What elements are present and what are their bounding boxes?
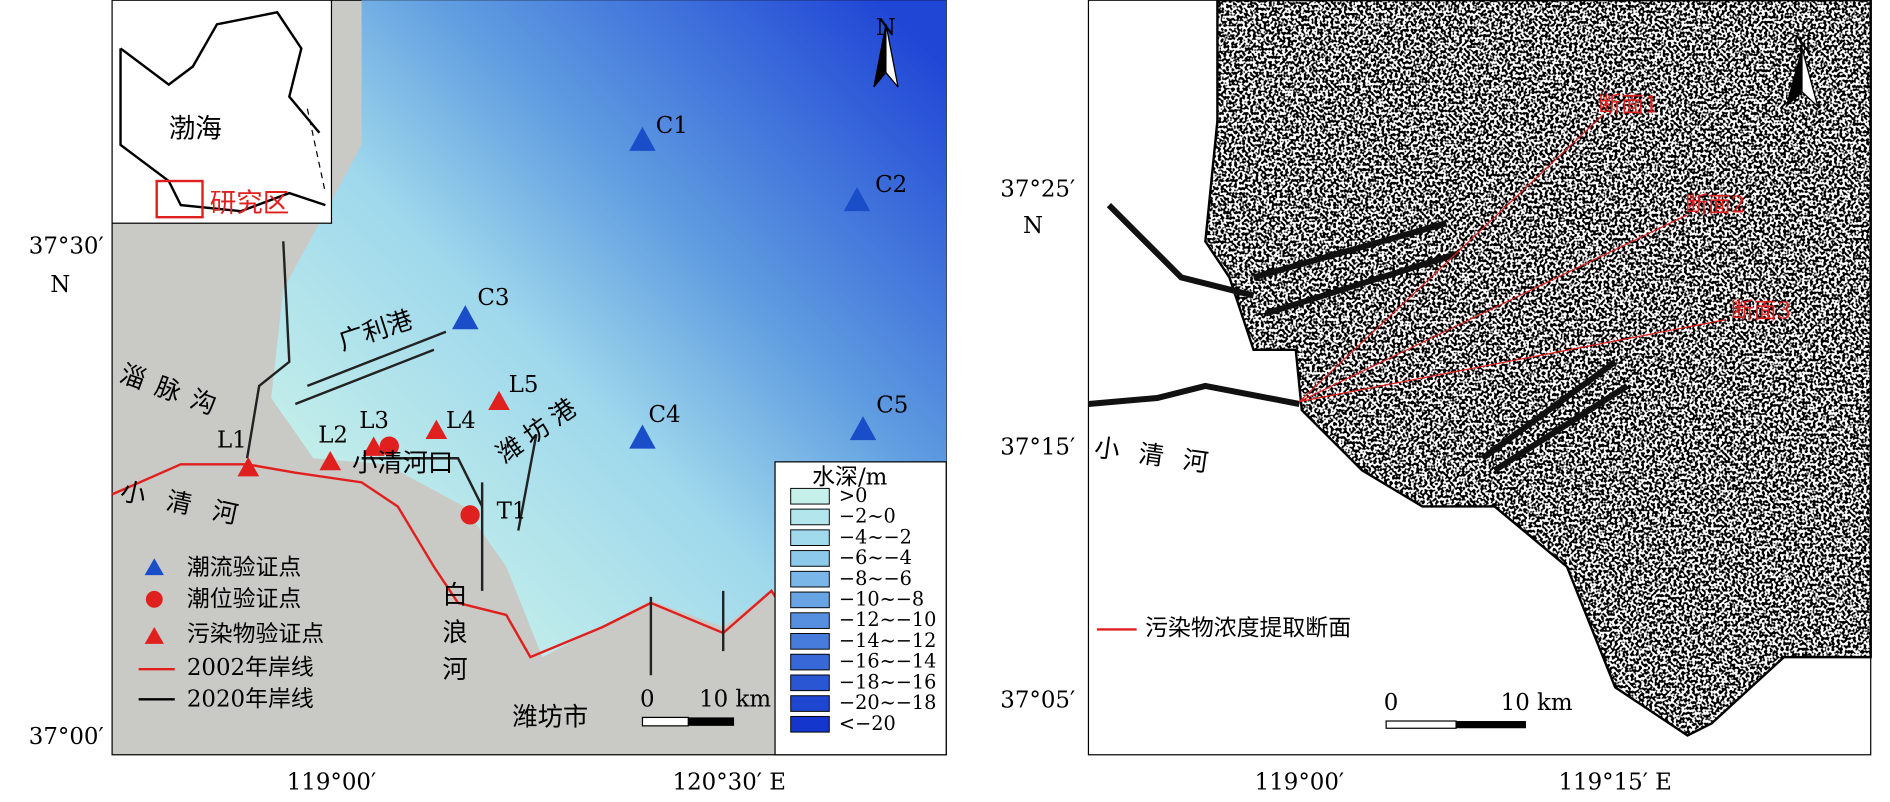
depth-swatch	[790, 674, 830, 692]
tide-marker	[379, 436, 399, 456]
legend-symbol	[145, 590, 163, 608]
legend-label: 2002年岸线	[187, 655, 314, 681]
x-label: 119°00′	[287, 770, 376, 796]
depth-swatch	[790, 591, 830, 609]
station-label: C1	[656, 113, 688, 139]
depth-swatch	[790, 633, 830, 650]
y-label: 37°05′	[1000, 688, 1075, 714]
section-line	[1298, 114, 1604, 403]
station-label: C2	[875, 172, 907, 198]
legend-symbol	[144, 627, 164, 644]
legend-label: 潮位验证点	[187, 586, 301, 612]
scale-label: 0	[1384, 690, 1399, 716]
scale-label: 10 km	[1501, 690, 1573, 716]
station-label: L1	[217, 427, 247, 453]
coastline-2002	[111, 463, 797, 659]
study-box	[155, 179, 204, 219]
legend-label: 潮流验证点	[187, 555, 301, 581]
north-label: N	[1792, 32, 1812, 58]
section-line	[1299, 319, 1727, 403]
inset-study-label: 研究区	[210, 188, 290, 219]
station-label: L2	[318, 423, 348, 449]
depth-class-label: −12~−10	[839, 608, 936, 631]
station-label: C5	[876, 392, 908, 418]
y-label: N	[50, 272, 70, 298]
legend-label: 2020年岸线	[187, 687, 314, 713]
section-label: 断面1	[1598, 92, 1658, 118]
depth-swatch	[790, 653, 830, 671]
scale-bar	[1456, 721, 1526, 729]
station-label: L4	[446, 408, 476, 434]
depth-class-label: −20~−18	[839, 691, 936, 714]
station-label: L3	[359, 408, 389, 434]
depth-class-label: −8~−6	[839, 567, 912, 590]
tide-marker	[460, 505, 480, 525]
y-label: 37°00′	[29, 724, 104, 750]
concentration-field	[1205, 0, 1871, 736]
depth-swatch	[790, 550, 830, 567]
coastline-2020	[245, 241, 725, 676]
section-label: 断面2	[1685, 192, 1745, 218]
depth-legend: 水深/m >0−2~0−4~−2−6~−4−8~−6−10~−8−12~−10−…	[774, 461, 947, 756]
legend-label: 污染物验证点	[187, 621, 324, 647]
scale-bar	[688, 717, 735, 726]
section-line	[1299, 214, 1688, 403]
scale-label: 0	[640, 687, 655, 713]
inset-sea-label: 渤海	[169, 113, 222, 144]
depth-class-label: −18~−16	[839, 670, 936, 693]
north-arrow	[885, 24, 899, 88]
y-label: N	[1023, 213, 1043, 239]
depth-swatch	[790, 715, 830, 733]
x-label: 119°00′	[1255, 770, 1344, 796]
depth-class-label: −6~−4	[839, 546, 912, 569]
station-label: T1	[497, 498, 527, 524]
depth-class-label: <−20	[839, 712, 896, 735]
legend-symbol	[144, 558, 164, 576]
depth-class-label: >0	[839, 484, 867, 507]
place-label: 小清河口	[352, 448, 453, 477]
depth-class-label: −4~−2	[839, 525, 912, 548]
depth-class-label: −2~0	[839, 505, 896, 528]
place-label: 白浪河	[439, 581, 468, 693]
scale-bar	[641, 716, 689, 727]
scale-bar	[1385, 720, 1457, 729]
station-label: C3	[477, 285, 509, 311]
depth-legend-title: 水深/m	[812, 465, 887, 491]
y-label: 37°30′	[29, 233, 104, 259]
depth-class-label: −10~−8	[839, 587, 924, 610]
depth-class-label: −14~−12	[839, 629, 936, 652]
depth-swatch	[790, 529, 830, 547]
section-label: 断面3	[1731, 298, 1791, 324]
depth-swatch	[790, 487, 830, 505]
place-label: 潍坊市	[512, 703, 588, 732]
station-label: L5	[509, 372, 539, 398]
north-label: N	[876, 15, 896, 41]
north-arrow	[1801, 48, 1819, 109]
y-label: 37°15′	[1000, 435, 1075, 461]
inset-coast	[119, 10, 326, 213]
station-label: C4	[648, 402, 680, 428]
depth-swatch	[790, 695, 830, 712]
inset-dash	[306, 108, 327, 194]
x-label: 119°15′ E	[1558, 770, 1671, 796]
depth-swatch	[790, 508, 830, 526]
depth-class-label: −16~−14	[839, 650, 936, 673]
left-map: 渤海 研究区 C1 C2 C3 C4 C5 L1 L2 L3 L4 L5 T1 …	[29, 0, 947, 796]
right-map: 断面1 断面2 断面3 小清河 污染物浓度提取断面 0 10 km N 37°2…	[1000, 0, 1872, 796]
legend-label: 污染物浓度提取断面	[1145, 615, 1351, 641]
channel	[1088, 202, 1629, 473]
depth-swatch	[790, 612, 830, 629]
scale-label: 10 km	[699, 687, 771, 713]
depth-swatch	[790, 570, 830, 588]
y-label: 37°25′	[1000, 177, 1075, 203]
x-label: 120°30′ E	[673, 770, 786, 796]
